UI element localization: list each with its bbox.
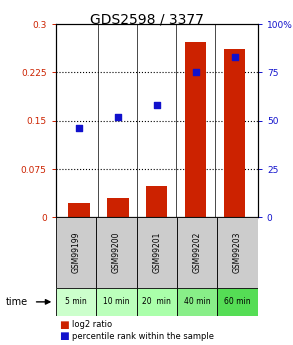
Text: 60 min: 60 min: [224, 297, 251, 306]
Point: [154, 102, 159, 108]
Text: log2 ratio: log2 ratio: [72, 321, 112, 329]
Bar: [68, 203, 90, 217]
Bar: [137, 288, 177, 316]
Bar: [177, 288, 217, 316]
Bar: [56, 288, 96, 316]
Bar: [137, 217, 177, 288]
Text: GDS2598 / 3377: GDS2598 / 3377: [90, 12, 203, 26]
Text: ■: ■: [59, 332, 68, 341]
Text: time: time: [6, 297, 28, 307]
Bar: [56, 217, 96, 288]
Point: [77, 126, 81, 131]
Text: 20  min: 20 min: [142, 297, 171, 306]
Bar: [96, 217, 137, 288]
Text: GSM99202: GSM99202: [193, 232, 202, 273]
Point: [193, 70, 198, 75]
Bar: [96, 288, 137, 316]
Point: [115, 114, 120, 120]
Text: GSM99203: GSM99203: [233, 232, 242, 274]
Bar: [177, 217, 217, 288]
Text: GSM99200: GSM99200: [112, 232, 121, 274]
Text: GSM99201: GSM99201: [152, 232, 161, 273]
Text: 40 min: 40 min: [184, 297, 210, 306]
Text: percentile rank within the sample: percentile rank within the sample: [72, 332, 214, 341]
Text: ■: ■: [59, 320, 68, 330]
Bar: [185, 42, 206, 217]
Point: [232, 54, 237, 60]
Text: 10 min: 10 min: [103, 297, 130, 306]
Bar: [224, 49, 245, 217]
Bar: [107, 198, 129, 217]
Bar: [146, 186, 167, 217]
Bar: [217, 217, 258, 288]
Text: 5 min: 5 min: [65, 297, 87, 306]
Bar: [217, 288, 258, 316]
Text: GSM99199: GSM99199: [71, 232, 80, 274]
